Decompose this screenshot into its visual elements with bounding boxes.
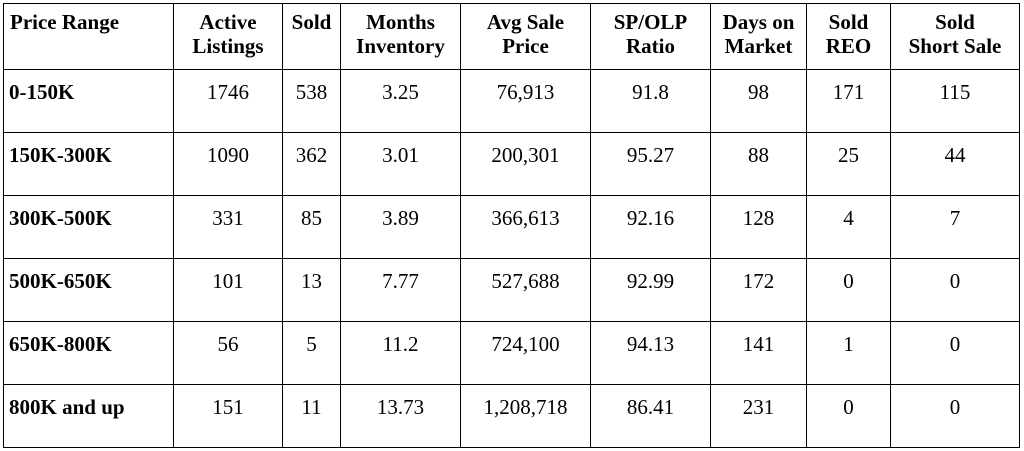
col-header-line: Sold [828,10,869,34]
days-on-market-cell: 98 [710,69,807,133]
table-row: 500K-650K 101 13 7.77 527,688 92.99 172 … [3,258,1020,322]
days-on-market-cell: 231 [710,384,807,448]
months-inventory-cell: 3.25 [340,69,461,133]
col-header-days-on-market: Days on Market [710,3,807,70]
sp-olp-ratio-cell: 92.99 [590,258,711,322]
col-header-line: Months [366,10,435,34]
price-range-cell: 0-150K [3,69,174,133]
col-header-line: Listings [192,34,264,58]
col-header-sold-reo: Sold REO [806,3,891,70]
table-row: 150K-300K 1090 362 3.01 200,301 95.27 88… [3,132,1020,196]
sold-reo-cell: 1 [806,321,891,385]
table-row: 650K-800K 56 5 11.2 724,100 94.13 141 1 … [3,321,1020,385]
months-inventory-cell: 3.01 [340,132,461,196]
col-header-active-listings: Active Listings [173,3,283,70]
sold-cell: 13 [282,258,341,322]
sold-reo-cell: 4 [806,195,891,259]
avg-sale-price-cell: 366,613 [460,195,591,259]
avg-sale-price-cell: 527,688 [460,258,591,322]
active-listings-cell: 1090 [173,132,283,196]
col-header-line: Short Sale [908,34,1002,58]
price-range-cell: 500K-650K [3,258,174,322]
col-header-line: Active [199,10,257,34]
sold-reo-cell: 25 [806,132,891,196]
sold-reo-cell: 0 [806,258,891,322]
col-header-line: SP/OLP [613,10,688,34]
months-inventory-cell: 3.89 [340,195,461,259]
avg-sale-price-cell: 724,100 [460,321,591,385]
sold-short-sale-cell: 115 [890,69,1020,133]
col-header-line: Price Range [10,10,120,34]
sold-cell: 5 [282,321,341,385]
avg-sale-price-cell: 200,301 [460,132,591,196]
sold-short-sale-cell: 44 [890,132,1020,196]
col-header-price-range: Price Range [3,3,174,70]
price-range-cell: 650K-800K [3,321,174,385]
header-row: Price Range Active Listings Sold Months … [3,3,1020,70]
col-header-months-inventory: Months Inventory [340,3,461,70]
days-on-market-cell: 128 [710,195,807,259]
col-header-line: Ratio [626,34,675,58]
table-row: 0-150K 1746 538 3.25 76,913 91.8 98 171 … [3,69,1020,133]
sp-olp-ratio-cell: 91.8 [590,69,711,133]
months-inventory-cell: 13.73 [340,384,461,448]
col-header-line: Sold [935,10,975,34]
price-range-cell: 800K and up [3,384,174,448]
sp-olp-ratio-cell: 92.16 [590,195,711,259]
sold-cell: 11 [282,384,341,448]
months-inventory-cell: 7.77 [340,258,461,322]
col-header-line: Market [724,34,793,58]
active-listings-cell: 151 [173,384,283,448]
active-listings-cell: 331 [173,195,283,259]
col-header-line: Inventory [356,34,445,58]
active-listings-cell: 1746 [173,69,283,133]
sp-olp-ratio-cell: 86.41 [590,384,711,448]
sold-short-sale-cell: 0 [890,321,1020,385]
table-row: 300K-500K 331 85 3.89 366,613 92.16 128 … [3,195,1020,259]
table-row: 800K and up 151 11 13.73 1,208,718 86.41… [3,384,1020,448]
days-on-market-cell: 88 [710,132,807,196]
sp-olp-ratio-cell: 94.13 [590,321,711,385]
months-inventory-cell: 11.2 [340,321,461,385]
avg-sale-price-cell: 1,208,718 [460,384,591,448]
col-header-line: Sold [291,10,332,34]
sold-reo-cell: 171 [806,69,891,133]
days-on-market-cell: 141 [710,321,807,385]
active-listings-cell: 56 [173,321,283,385]
col-header-sold: Sold [282,3,341,70]
days-on-market-cell: 172 [710,258,807,322]
price-range-cell: 150K-300K [3,132,174,196]
market-stats-table: Price Range Active Listings Sold Months … [3,3,1020,448]
sold-reo-cell: 0 [806,384,891,448]
col-header-line: Avg Sale [486,10,565,34]
price-range-cell: 300K-500K [3,195,174,259]
sold-short-sale-cell: 0 [890,258,1020,322]
sold-short-sale-cell: 0 [890,384,1020,448]
sold-cell: 85 [282,195,341,259]
sold-short-sale-cell: 7 [890,195,1020,259]
avg-sale-price-cell: 76,913 [460,69,591,133]
col-header-sp-olp-ratio: SP/OLP Ratio [590,3,711,70]
active-listings-cell: 101 [173,258,283,322]
col-header-avg-sale-price: Avg Sale Price [460,3,591,70]
col-header-sold-short-sale: Sold Short Sale [890,3,1020,70]
sp-olp-ratio-cell: 95.27 [590,132,711,196]
col-header-line: Price [502,34,549,58]
col-header-line: REO [825,34,872,58]
sold-cell: 362 [282,132,341,196]
col-header-line: Days on [722,10,795,34]
sold-cell: 538 [282,69,341,133]
